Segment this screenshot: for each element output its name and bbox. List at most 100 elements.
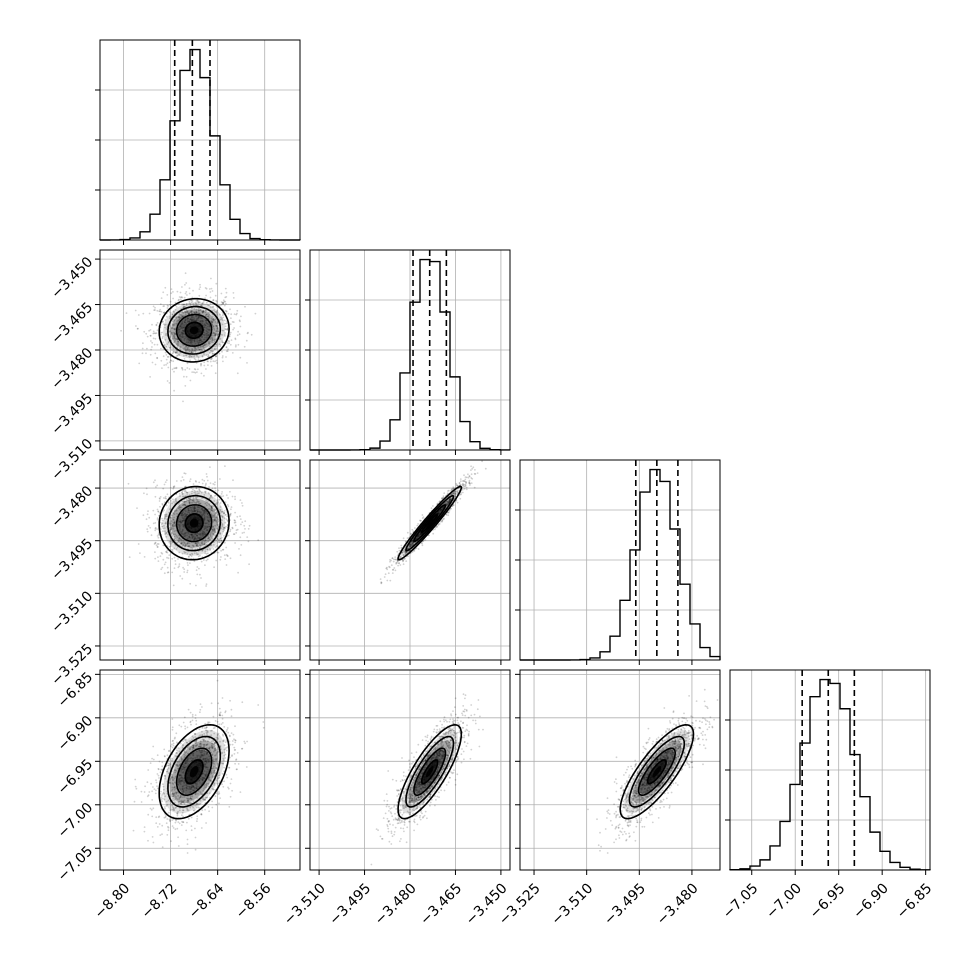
scatter-point: [437, 524, 440, 526]
scatter-point: [172, 487, 175, 490]
scatter-point: [415, 537, 418, 540]
scatter-point: [171, 788, 174, 791]
scatter-point: [210, 507, 213, 509]
scatter-point: [211, 509, 214, 512]
hist-1-step: [99, 48, 300, 241]
scatter-point: [182, 540, 185, 542]
scatter-point: [191, 490, 194, 493]
scatter-point: [161, 519, 164, 522]
scatter-point: [199, 749, 201, 752]
scatter-point: [215, 311, 218, 313]
scatter-point: [175, 548, 178, 550]
scatter-point: [177, 523, 180, 526]
scatter-point: [188, 348, 191, 351]
scatter-point: [172, 533, 175, 536]
scatter-point: [225, 296, 228, 298]
scatter-point: [168, 347, 171, 349]
scatter-point: [224, 527, 226, 529]
scatter-point: [201, 302, 204, 305]
scatter-point: [226, 503, 229, 506]
scatter-point: [448, 498, 451, 501]
scatter-point: [186, 348, 189, 350]
scatter-point: [203, 765, 206, 767]
contour-0: [184, 513, 204, 534]
scatter-point: [142, 312, 145, 315]
scatter-point: [405, 552, 408, 554]
scatter-point: [153, 309, 156, 311]
scatter-point: [168, 554, 171, 556]
scatter-point: [162, 497, 165, 499]
scatter-point: [202, 544, 204, 546]
scatter-point: [173, 521, 176, 524]
scatter-point: [167, 826, 170, 829]
scatter-point: [203, 543, 206, 545]
scatter-point: [178, 353, 180, 356]
scatter-point: [196, 490, 199, 493]
scatter-panel-4-1: [99, 669, 301, 871]
scatter-point: [399, 555, 402, 558]
scatter-point: [166, 304, 169, 307]
scatter-point: [185, 787, 188, 789]
scatter-point: [181, 326, 184, 329]
scatter-point: [203, 494, 206, 496]
scatter-point: [207, 758, 210, 761]
scatter-point: [208, 515, 210, 517]
scatter-point: [175, 316, 177, 318]
scatter-point: [226, 555, 229, 557]
scatter-point: [181, 315, 184, 317]
scatter-point: [173, 311, 175, 313]
scatter-point: [218, 541, 221, 543]
scatter-point: [165, 522, 168, 525]
scatter-point: [247, 331, 249, 334]
scatter-point: [156, 322, 159, 324]
scatter-point: [197, 311, 200, 314]
scatter-point: [183, 501, 186, 503]
scatter-point: [448, 500, 451, 502]
scatter-point: [184, 368, 187, 371]
scatter-point: [211, 525, 214, 528]
scatter-point: [156, 826, 159, 828]
scatter-point: [228, 335, 231, 338]
scatter-point: [420, 532, 422, 535]
scatter-point: [175, 351, 178, 354]
scatter-point: [156, 785, 158, 788]
scatter-point: [205, 354, 208, 356]
scatter-point: [207, 520, 210, 523]
scatter-point: [207, 360, 209, 363]
scatter-point: [192, 303, 195, 305]
scatter-point: [225, 564, 228, 566]
scatter-point: [218, 713, 221, 716]
scatter-point: [226, 350, 229, 352]
scatter-point: [219, 338, 222, 340]
scatter-point: [215, 347, 218, 350]
scatter-point: [149, 335, 152, 337]
scatter-point: [169, 516, 172, 519]
scatter-point: [191, 315, 194, 318]
scatter-point: [154, 526, 157, 529]
scatter-point: [188, 339, 191, 342]
scatter-point: [207, 315, 210, 318]
scatter-point: [208, 486, 210, 488]
scatter-point: [182, 790, 185, 792]
scatter-point: [223, 780, 226, 783]
scatter-point: [186, 787, 189, 790]
scatter-point: [166, 343, 169, 346]
scatter-point: [194, 509, 197, 512]
scatter-point: [448, 509, 451, 512]
scatter-point: [182, 525, 185, 528]
scatter-point: [180, 538, 182, 541]
scatter-point: [197, 300, 199, 303]
scatter-point: [181, 329, 184, 332]
scatter-point: [211, 528, 214, 531]
scatter-point: [186, 545, 189, 548]
scatter-point: [203, 519, 206, 521]
scatter-point: [172, 518, 175, 521]
scatter-point: [185, 783, 188, 786]
scatter-point: [380, 581, 383, 584]
scatter-point: [176, 319, 179, 322]
scatter-point: [188, 509, 190, 512]
scatter-point: [452, 492, 454, 495]
scatter-point: [189, 554, 192, 556]
scatter-point: [201, 319, 204, 322]
scatter-point: [214, 758, 217, 760]
